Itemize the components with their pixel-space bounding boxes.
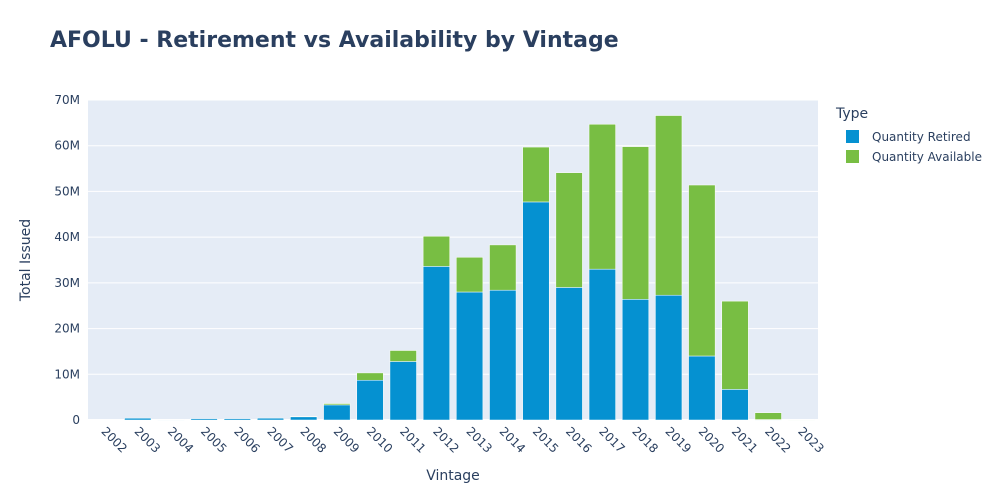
x-tick-label: 2016	[563, 424, 594, 455]
y-tick-label: 30M	[54, 276, 80, 290]
y-axis-title: Total Issued	[18, 219, 34, 302]
x-tick-label: 2006	[231, 424, 262, 455]
x-tick-label: 2019	[663, 424, 694, 455]
legend-item[interactable]: Quantity Retired	[846, 130, 971, 144]
bar-available[interactable]	[787, 419, 815, 421]
bar-available[interactable]	[754, 412, 782, 420]
bar-retired[interactable]	[223, 418, 251, 421]
y-tick-label: 0	[72, 413, 80, 427]
bar-retired[interactable]	[190, 418, 218, 421]
legend-label: Quantity Available	[872, 150, 982, 164]
x-tick-label: 2009	[331, 424, 362, 455]
x-tick-label: 2008	[298, 424, 329, 455]
legend-swatch	[846, 130, 859, 143]
bar-retired[interactable]	[389, 361, 417, 421]
y-tick-label: 10M	[54, 367, 80, 381]
bar-available[interactable]	[555, 172, 583, 288]
bar-available[interactable]	[522, 146, 550, 203]
bar-retired[interactable]	[655, 294, 683, 421]
x-tick-label: 2013	[463, 424, 494, 455]
x-tick-label: 2018	[629, 424, 660, 455]
x-tick-label: 2002	[98, 424, 129, 455]
x-tick-label: 2012	[430, 424, 461, 455]
bar-available[interactable]	[489, 244, 517, 291]
bar-retired[interactable]	[489, 289, 517, 421]
x-tick-label: 2022	[762, 424, 793, 455]
x-tick-label: 2004	[165, 424, 196, 455]
bar-available[interactable]	[290, 416, 318, 418]
y-tick-label: 60M	[54, 139, 80, 153]
bar-retired[interactable]	[124, 417, 152, 421]
bar-retired[interactable]	[356, 379, 384, 421]
x-tick-label: 2003	[132, 424, 163, 455]
bar-retired[interactable]	[323, 404, 351, 421]
bar-retired[interactable]	[290, 416, 318, 421]
y-tick-label: 70M	[54, 93, 80, 107]
bar-available[interactable]	[588, 123, 616, 270]
x-tick-label: 2023	[795, 424, 826, 455]
bar-retired[interactable]	[256, 417, 285, 421]
bar-available[interactable]	[422, 235, 450, 267]
bar-available[interactable]	[621, 146, 650, 300]
bar-available[interactable]	[688, 184, 716, 357]
bar-available[interactable]	[323, 403, 351, 406]
legend-label: Quantity Retired	[872, 130, 971, 144]
bar-retired[interactable]	[157, 419, 185, 421]
bar-available[interactable]	[721, 300, 749, 390]
bar-available[interactable]	[389, 350, 417, 362]
x-tick-label: 2020	[696, 424, 727, 455]
chart-title: AFOLU - Retirement vs Availability by Vi…	[50, 28, 619, 53]
x-tick-label: 2021	[729, 424, 760, 455]
bar-available[interactable]	[356, 372, 384, 381]
bar-retired[interactable]	[555, 287, 583, 421]
x-tick-label: 2007	[264, 424, 295, 455]
y-tick-label: 40M	[54, 230, 80, 244]
legend-swatch	[846, 150, 859, 163]
legend-item[interactable]: Quantity Available	[846, 150, 982, 164]
bar-available[interactable]	[456, 257, 484, 293]
x-tick-label: 2014	[497, 424, 528, 455]
y-tick-label: 50M	[54, 184, 80, 198]
bar-retired[interactable]	[456, 291, 484, 421]
y-tick-label: 20M	[54, 322, 80, 336]
x-axis-title: Vintage	[426, 468, 480, 484]
x-tick-label: 2011	[397, 424, 428, 455]
x-tick-label: 2010	[364, 424, 395, 455]
legend-title: Type	[835, 106, 868, 122]
x-tick-label: 2017	[596, 424, 627, 455]
bar-retired[interactable]	[588, 268, 616, 421]
x-tick-label: 2005	[198, 424, 229, 455]
x-tick-label: 2015	[530, 424, 561, 455]
bar-retired[interactable]	[422, 266, 450, 421]
bar-retired[interactable]	[621, 299, 650, 421]
bar-retired[interactable]	[721, 389, 749, 421]
bar-retired[interactable]	[688, 355, 716, 421]
bar-available[interactable]	[655, 115, 683, 296]
bar-retired[interactable]	[522, 201, 550, 421]
